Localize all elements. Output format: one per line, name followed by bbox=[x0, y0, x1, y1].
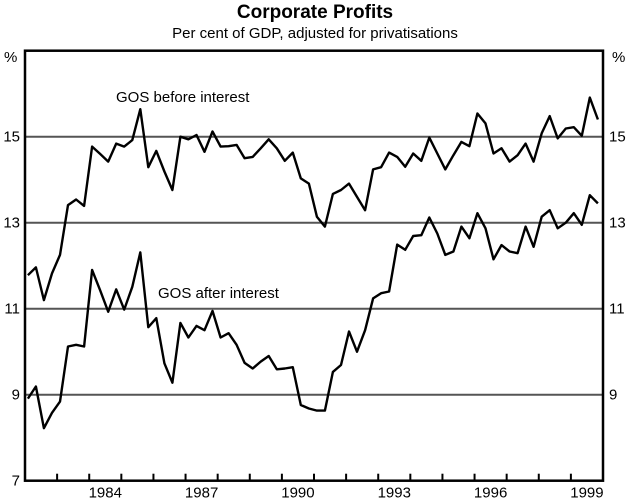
x-tick-label: 1993 bbox=[378, 485, 411, 499]
x-tick-label: 1999 bbox=[570, 485, 603, 499]
plot-frame bbox=[23, 49, 605, 482]
y-tick-label-right: 13 bbox=[609, 215, 626, 232]
gridlines bbox=[25, 135, 603, 396]
x-tick-label: 1990 bbox=[281, 485, 314, 499]
x-tick-label: 1987 bbox=[185, 485, 218, 499]
y-tick-label-left: 7 bbox=[12, 473, 20, 490]
y-tick-label-left: 9 bbox=[12, 387, 20, 404]
series-line-after-interest bbox=[26, 193, 599, 430]
chart-subtitle: Per cent of GDP, adjusted for privatisat… bbox=[172, 25, 458, 42]
y-tick-label-left: 15 bbox=[3, 129, 20, 146]
axis-ticks: 1984 1987 1990 1993 1996 1999 7 9 11 13 15 9 11 13 15 bbox=[3, 129, 625, 499]
y-tick-label-right: 11 bbox=[609, 301, 625, 318]
chart-title: Corporate Profits bbox=[237, 2, 393, 23]
series-label-after-interest: GOS after interest bbox=[158, 285, 280, 302]
x-tick-label: 1984 bbox=[89, 485, 122, 499]
y-tick-label-right: 9 bbox=[609, 387, 617, 404]
y-unit-left: % bbox=[4, 49, 17, 66]
series-lines bbox=[26, 96, 600, 430]
x-tick-label: 1996 bbox=[474, 485, 507, 499]
y-tick-label-right: 15 bbox=[609, 129, 626, 146]
series-label-before-interest: GOS before interest bbox=[116, 89, 250, 106]
y-tick-label-left: 11 bbox=[4, 301, 20, 318]
y-tick-label-left: 13 bbox=[3, 215, 20, 232]
series-line-before-interest bbox=[27, 96, 600, 302]
y-unit-right: % bbox=[612, 49, 625, 66]
